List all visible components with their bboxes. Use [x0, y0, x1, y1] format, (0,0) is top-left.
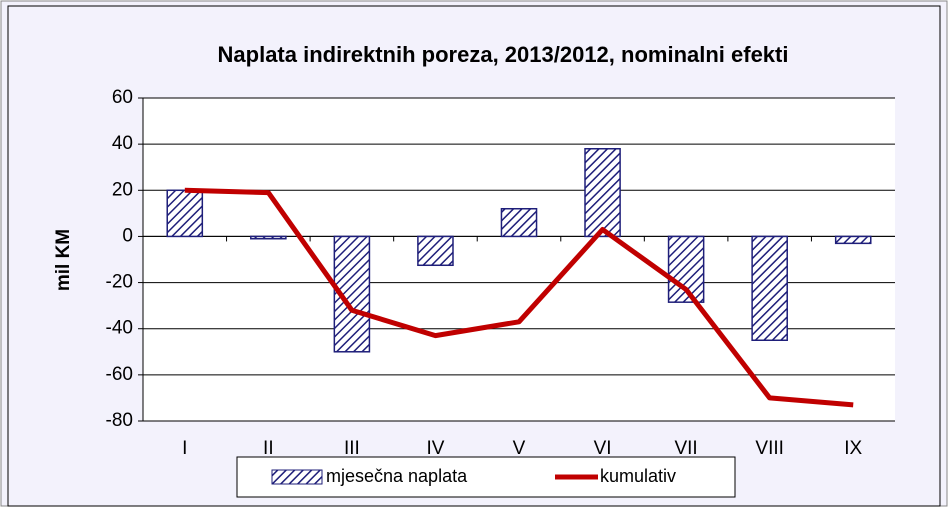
- x-tick-label: IX: [844, 438, 862, 459]
- x-tick-label: VI: [594, 438, 612, 459]
- y-tick-label: 40: [112, 133, 133, 154]
- y-tick-label: -40: [106, 318, 133, 339]
- bar: [584, 148, 621, 238]
- bar: [751, 235, 788, 341]
- x-tick-label: IV: [426, 438, 444, 459]
- legend-label: kumulativ: [600, 466, 676, 486]
- bar: [500, 207, 538, 238]
- legend-label: mjesečna naplata: [326, 466, 468, 486]
- x-tick-label: III: [344, 438, 360, 459]
- bar: [417, 235, 454, 267]
- y-tick-label: -80: [106, 410, 133, 431]
- bar: [250, 235, 287, 240]
- bar: [166, 189, 204, 238]
- x-tick-label: VIII: [755, 438, 784, 459]
- y-tick-label: 20: [112, 179, 133, 200]
- y-tick-label: -20: [106, 272, 133, 293]
- x-tick-label: VII: [674, 438, 697, 459]
- y-axis-label: mil KM: [53, 229, 74, 291]
- chart-title: Naplata indirektnih poreza, 2013/2012, n…: [218, 42, 789, 67]
- y-tick-label: 0: [122, 225, 133, 246]
- x-tick-label: I: [182, 438, 187, 459]
- legend-swatch: [271, 469, 323, 485]
- y-tick-label: -60: [106, 364, 133, 385]
- legend: mjesečna naplata kumulativ: [236, 456, 736, 498]
- y-tick-label: 60: [112, 87, 133, 108]
- line: [184, 187, 854, 408]
- bar: [834, 235, 872, 245]
- x-tick-label: V: [513, 438, 526, 459]
- x-tick-label: II: [263, 438, 274, 459]
